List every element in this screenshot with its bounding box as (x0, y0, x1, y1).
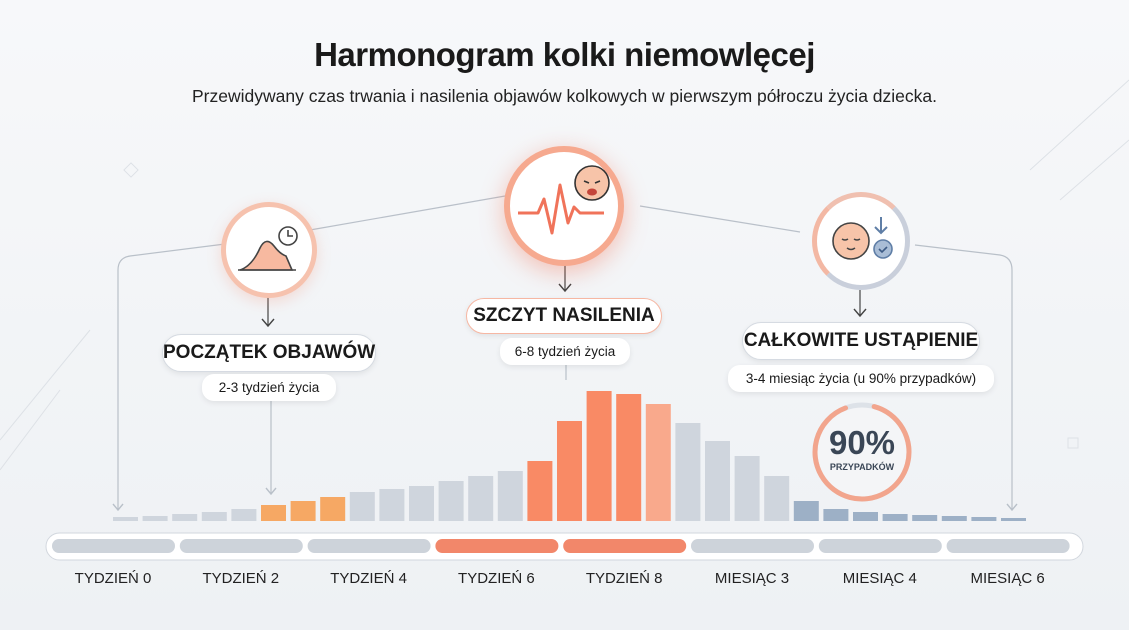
intensity-bar (320, 497, 346, 521)
intensity-bar (971, 517, 997, 521)
timeline-segment (818, 539, 942, 553)
intensity-bar (142, 516, 168, 521)
stage-onset-icon-circle (221, 202, 317, 298)
timeline-label: TYDZIEŃ 8 (585, 570, 663, 587)
intensity-bar (734, 456, 760, 521)
timeline-segment (307, 539, 431, 553)
timeline-label: MIESIĄC 6 (970, 570, 1045, 587)
stage-peak-detail: 6-8 tydzień życia (500, 338, 630, 365)
intensity-bar (823, 509, 849, 521)
stage-peak-icon-circle (504, 146, 624, 266)
intensity-bar (438, 481, 464, 521)
rising-curve-clock-icon (238, 226, 298, 271)
intensity-bar (409, 486, 434, 521)
intensity-bar (675, 423, 701, 521)
intensity-bar (290, 501, 316, 521)
page-title: Harmonogram kolki niemowlęcej (314, 36, 815, 73)
intensity-bar (468, 476, 494, 521)
badge-value: 90% (828, 424, 896, 461)
timeline-segment (563, 539, 687, 553)
stage-resolution-detail: 3-4 miesiąc życia (u 90% przypadków) (728, 365, 994, 392)
stage-resolution-title: CAŁKOWITE USTĄPIENIE (742, 322, 980, 360)
timeline-segment (946, 539, 1070, 553)
intensity-bar (793, 501, 819, 521)
intensity-bar (705, 441, 730, 521)
intensity-bar (586, 391, 612, 521)
timeline-segment (691, 539, 814, 553)
timeline-label: TYDZIEŃ 4 (330, 570, 407, 587)
timeline-label: MIESIĄC 4 (842, 570, 917, 587)
intensity-bar (201, 512, 227, 521)
intensity-bar (557, 421, 582, 521)
calm-baby-check-icon (832, 217, 893, 260)
intensity-bar (231, 509, 257, 521)
timeline-label: TYDZIEŃ 2 (202, 570, 280, 587)
intensity-bar (645, 404, 671, 521)
percentage-badge: 90% PRZYPADKÓW (810, 400, 914, 504)
timeline-segment (435, 539, 559, 553)
timeline-segment (179, 539, 303, 553)
intensity-bar (497, 471, 523, 521)
intensity-bar (941, 516, 967, 521)
intensity-bar (764, 476, 790, 521)
stage-peak-title: SZCZYT NASILENIA (466, 298, 662, 334)
crying-baby-heartbeat-icon (518, 165, 610, 235)
intensity-bar (853, 512, 878, 521)
stage-onset-detail: 2-3 tydzień życia (202, 374, 336, 401)
intensity-bar (261, 505, 286, 521)
intensity-bar (912, 515, 938, 521)
intensity-bar (379, 489, 405, 521)
badge-label: PRZYPADKÓW (829, 462, 895, 472)
stage-resolution-icon-circle (812, 192, 910, 290)
intensity-bar (113, 517, 138, 521)
timeline-label: TYDZIEŃ 6 (458, 570, 535, 587)
intensity-bar (1001, 518, 1026, 521)
stage-onset-title: POCZĄTEK OBJAWÓW (162, 334, 376, 372)
timeline-label: MIESIĄC 3 (714, 570, 790, 587)
intensity-bar (616, 394, 642, 521)
timeline-label: TYDZIEŃ 0 (74, 570, 152, 587)
intensity-bar (172, 514, 198, 521)
page-subtitle: Przewidywany czas trwania i nasilenia ob… (191, 86, 937, 106)
intensity-bar (882, 514, 908, 521)
timeline-segment (52, 539, 175, 553)
intensity-bar (349, 492, 375, 521)
intensity-bar (527, 461, 553, 521)
